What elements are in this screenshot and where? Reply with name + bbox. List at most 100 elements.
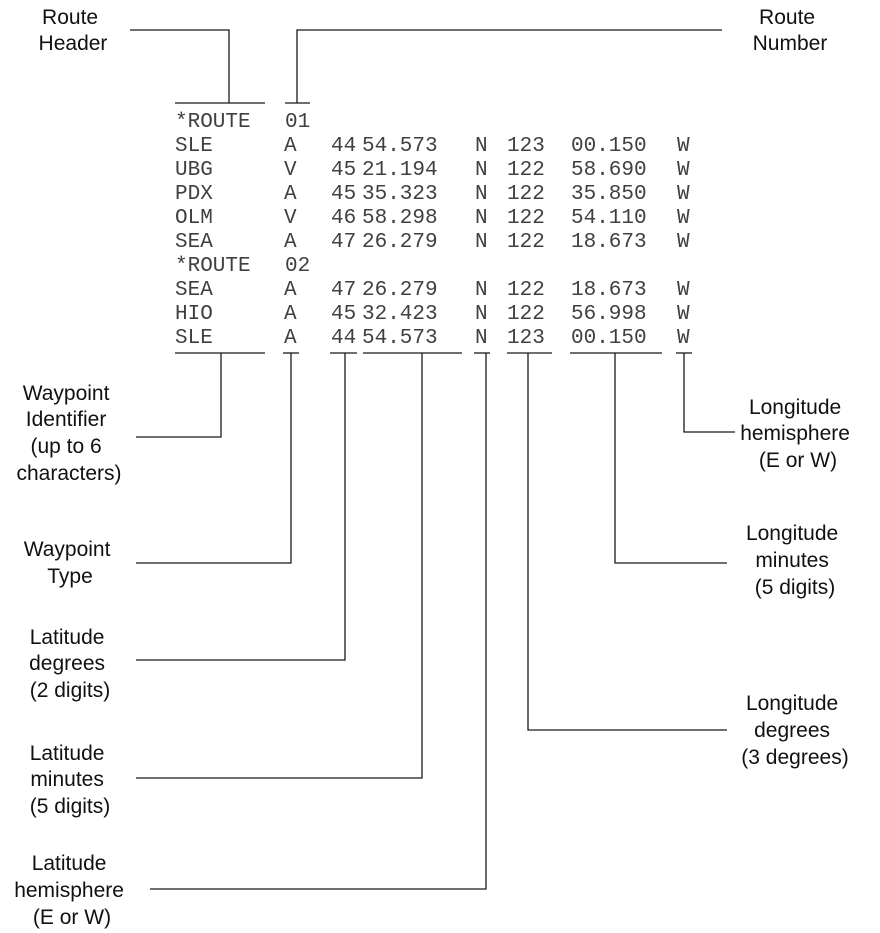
- waypoint-type: A: [284, 303, 297, 326]
- waypoint-type-leader: [136, 353, 292, 564]
- latitude-degrees: 47: [331, 279, 356, 302]
- latitude-degrees: 45: [331, 159, 356, 182]
- longitude-degrees: 122: [507, 183, 545, 206]
- longitude-degrees: 122: [507, 207, 545, 230]
- latitude-degrees: 45: [331, 183, 356, 206]
- longitude-degrees: 123: [507, 327, 545, 350]
- waypoint-id: OLM: [175, 207, 213, 230]
- latitude-degrees-label: Latitude degrees (2 digits): [29, 626, 111, 702]
- waypoint-type: A: [284, 231, 297, 254]
- longitude-hemisphere: W: [677, 159, 690, 182]
- waypoint-row: OLM V 46 58.298 N 122 54.110 W: [175, 207, 690, 230]
- longitude-hemisphere-label: Longitude hemisphere (E or W): [740, 396, 856, 472]
- latitude-minutes: 58.298: [362, 207, 438, 230]
- longitude-hemisphere: W: [677, 207, 690, 230]
- route-header-row: *ROUTE 01: [175, 111, 310, 134]
- longitude-degrees-label: Longitude degrees (3 degrees): [741, 692, 848, 769]
- longitude-minutes: 00.150: [571, 327, 647, 350]
- longitude-minutes: 18.673: [571, 279, 647, 302]
- latitude-minutes: 54.573: [362, 327, 438, 350]
- waypoint-type: A: [284, 183, 297, 206]
- waypoint-type: V: [284, 207, 297, 230]
- longitude-hemisphere: W: [677, 327, 690, 350]
- route-header-leader: [130, 29, 230, 103]
- latitude-hemisphere: N: [475, 207, 488, 230]
- field-underlines: [175, 102, 692, 354]
- waypoint-id: SEA: [175, 231, 213, 254]
- waypoint-row: SLE A 44 54.573 N 123 00.150 W: [175, 327, 690, 350]
- waypoint-id: UBG: [175, 159, 213, 182]
- latitude-hemisphere-label: Latitude hemisphere (E or W): [14, 852, 130, 929]
- waypoint-row: UBG V 45 21.194 N 122 58.690 W: [175, 159, 690, 182]
- latitude-minutes-leader: [136, 353, 423, 779]
- latitude-minutes: 35.323: [362, 183, 438, 206]
- longitude-hemisphere: W: [677, 135, 690, 158]
- latitude-degrees: 45: [331, 303, 356, 326]
- route-number-text: 01: [285, 111, 310, 134]
- waypoint-identifier-leader: [136, 353, 222, 438]
- latitude-hemisphere: N: [475, 159, 488, 182]
- latitude-degrees: 44: [331, 327, 356, 350]
- route-header-text: *ROUTE: [175, 255, 251, 278]
- waypoint-row: HIO A 45 32.423 N 122 56.998 W: [175, 303, 690, 326]
- longitude-hemisphere: W: [677, 183, 690, 206]
- longitude-minutes: 56.998: [571, 303, 647, 326]
- waypoint-id: SEA: [175, 279, 213, 302]
- longitude-minutes-label: Longitude minutes (5 digits): [746, 522, 844, 599]
- longitude-hemisphere: W: [677, 231, 690, 254]
- latitude-minutes-label: Latitude minutes (5 digits): [30, 742, 111, 818]
- route-header-label: Route Header: [39, 6, 108, 55]
- waypoint-id: PDX: [175, 183, 213, 206]
- longitude-degrees: 122: [507, 303, 545, 326]
- waypoint-id: SLE: [175, 135, 213, 158]
- latitude-minutes: 32.423: [362, 303, 438, 326]
- route-number-text: 02: [285, 255, 310, 278]
- route-header-text: *ROUTE: [175, 111, 251, 134]
- leader-lines: [130, 29, 735, 890]
- latitude-hemisphere: N: [475, 135, 488, 158]
- longitude-minutes-leader: [614, 353, 727, 564]
- latitude-hemisphere: N: [475, 231, 488, 254]
- waypoint-type: V: [284, 159, 297, 182]
- waypoint-type-label: Waypoint Type: [24, 538, 117, 588]
- waypoint-row: SLE A 44 54.573 N 123 00.150 W: [175, 135, 690, 158]
- longitude-degrees: 122: [507, 279, 545, 302]
- longitude-degrees-leader: [527, 353, 727, 731]
- route-listing: *ROUTE 01 SLE A 44 54.573 N 123 00.150 W…: [175, 111, 690, 350]
- waypoint-row: SEA A 47 26.279 N 122 18.673 W: [175, 231, 690, 254]
- longitude-degrees: 123: [507, 135, 545, 158]
- longitude-degrees: 122: [507, 231, 545, 254]
- longitude-hemisphere: W: [677, 303, 690, 326]
- waypoint-type: A: [284, 279, 297, 302]
- waypoint-id: HIO: [175, 303, 213, 326]
- latitude-degrees: 47: [331, 231, 356, 254]
- callout-labels: Route Header Route Number Waypoint Ident…: [14, 6, 856, 929]
- longitude-degrees: 122: [507, 159, 545, 182]
- route-header-row: *ROUTE 02: [175, 255, 310, 278]
- latitude-hemisphere: N: [475, 279, 488, 302]
- longitude-minutes: 54.110: [571, 207, 647, 230]
- latitude-degrees: 46: [331, 207, 356, 230]
- longitude-hemisphere-leader: [683, 353, 735, 433]
- latitude-hemisphere: N: [475, 303, 488, 326]
- latitude-hemisphere-leader: [150, 353, 487, 890]
- waypoint-row: SEA A 47 26.279 N 122 18.673 W: [175, 279, 690, 302]
- waypoint-type: A: [284, 135, 297, 158]
- latitude-degrees: 44: [331, 135, 356, 158]
- waypoint-id: SLE: [175, 327, 213, 350]
- latitude-hemisphere: N: [475, 183, 488, 206]
- latitude-degrees-leader: [136, 353, 346, 661]
- latitude-hemisphere: N: [475, 327, 488, 350]
- longitude-minutes: 35.850: [571, 183, 647, 206]
- route-number-label: Route Number: [753, 6, 828, 55]
- latitude-minutes: 26.279: [362, 231, 438, 254]
- longitude-minutes: 18.673: [571, 231, 647, 254]
- waypoint-row: PDX A 45 35.323 N 122 35.850 W: [175, 183, 690, 206]
- waypoint-type: A: [284, 327, 297, 350]
- longitude-hemisphere: W: [677, 279, 690, 302]
- route-number-leader: [296, 29, 722, 103]
- latitude-minutes: 54.573: [362, 135, 438, 158]
- longitude-minutes: 58.690: [571, 159, 647, 182]
- waypoint-identifier-label: Waypoint Identifier (up to 6 characters): [16, 382, 121, 485]
